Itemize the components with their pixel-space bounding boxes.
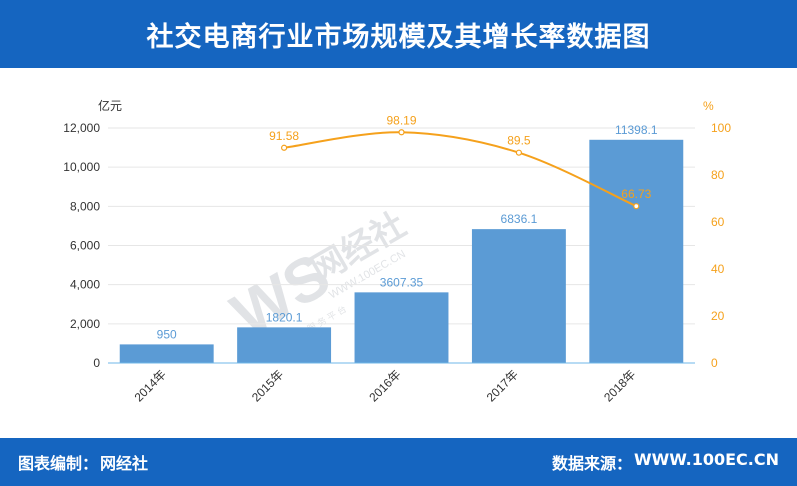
bar-value-label: 3607.35: [380, 275, 424, 289]
y-right-tick-label: 80: [711, 168, 725, 182]
credit-label: 图表编制：: [18, 454, 99, 473]
y-right-tick-label: 40: [711, 262, 725, 276]
y-right-tick-label: 60: [711, 215, 725, 229]
line-value-label: 89.5: [507, 134, 531, 148]
y-right-tick-label: 20: [711, 309, 725, 323]
line-point: [633, 203, 640, 210]
line-value-label: 98.19: [386, 113, 416, 127]
y-left-tick-label: 10,000: [63, 160, 100, 174]
bar: [119, 344, 214, 363]
x-tick-label: 2018年: [601, 367, 638, 404]
line-value-label: 91.58: [269, 129, 299, 143]
line-point: [398, 129, 405, 136]
source-value: WWW.100EC.CN: [634, 450, 779, 469]
y-right-tick-label: 100: [711, 121, 731, 135]
source: 数据来源： WWW.100EC.CN: [552, 450, 797, 474]
chart-title: 社交电商行业市场规模及其增长率数据图: [146, 21, 651, 53]
bar-value-label: 1820.1: [266, 310, 303, 324]
title-banner: 社交电商行业市场规模及其增长率数据图: [0, 0, 797, 68]
x-tick-label: 2014年: [132, 367, 169, 404]
footer-banner: 图表编制： 网经社 数据来源： WWW.100EC.CN: [0, 438, 797, 486]
line-value-label: 66.73: [621, 187, 651, 201]
y-left-tick-label: 12,000: [63, 121, 100, 135]
line-point: [515, 149, 523, 156]
bar: [354, 292, 449, 363]
credit: 图表编制： 网经社: [0, 450, 148, 474]
bar: [589, 139, 684, 363]
x-tick-label: 2016年: [366, 367, 403, 404]
bar-value-label: 6836.1: [501, 212, 538, 226]
x-tick-label: 2015年: [249, 367, 286, 404]
bar: [471, 229, 566, 363]
bar: [237, 327, 332, 363]
growth-rate-line: [283, 131, 637, 208]
source-label: 数据来源：: [551, 454, 632, 473]
y-right-unit: %: [703, 99, 714, 113]
y-left-unit: 亿元: [98, 98, 122, 113]
y-right-tick-label: 0: [711, 356, 718, 370]
y-left-tick-label: 8,000: [70, 199, 100, 213]
y-left-tick-label: 2,000: [70, 317, 100, 331]
bar-value-label: 950: [157, 327, 177, 341]
bar-value-label: 11398.1: [615, 123, 658, 137]
y-left-tick-label: 0: [93, 356, 100, 370]
line-point: [281, 144, 288, 151]
credit-value: 网经社: [100, 454, 149, 473]
y-left-tick-label: 6,000: [70, 239, 100, 253]
x-tick-label: 2017年: [484, 367, 521, 404]
y-left-tick-label: 4,000: [70, 278, 100, 292]
